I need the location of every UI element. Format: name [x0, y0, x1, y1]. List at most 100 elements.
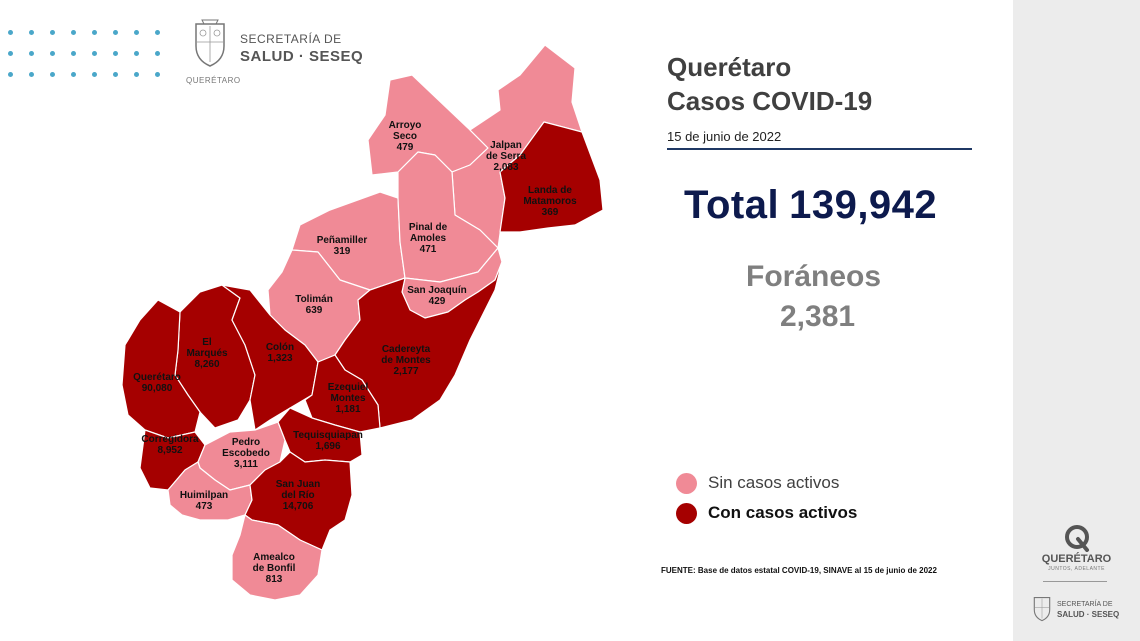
page-title: Querétaro [667, 52, 792, 82]
sidebar-brand: QUERÉTARO [1041, 553, 1112, 565]
total-value: 139,942 [789, 183, 938, 227]
municipality-label-sanjoaquin: San Joaquín 429 [407, 285, 466, 307]
queretaro-map: Arroyo Seco 479 Jalpan de Serra 2,083 Landa de… [121, 44, 604, 601]
municipality-cases: 369 [542, 207, 559, 218]
municipality-name: Colón [266, 342, 294, 353]
municipality-name: Cadereyta [382, 344, 431, 355]
municipality-name: Arroyo [389, 120, 422, 131]
municipality-name: Matamoros [523, 196, 577, 207]
municipality-tequis [277, 407, 363, 463]
municipality-cases: 473 [196, 501, 213, 512]
legend-label-active: Con casos activos [708, 503, 858, 522]
coat-of-arms-icon [195, 19, 225, 67]
seseq-logo: SECRETARÍA DE SALUD · SESEQ QUERÉTARO [186, 16, 376, 88]
municipality-landa [499, 121, 604, 233]
legend-swatch-inactive [676, 472, 697, 494]
municipality-cases: 639 [306, 305, 323, 316]
municipality-name: Seco [393, 131, 417, 142]
municipality-label-corregidora: Corregidora 8,952 [141, 434, 199, 456]
sidebar-seseq-line2: SALUD · SESEQ [1057, 610, 1120, 619]
municipality-name: San Juan [276, 479, 320, 490]
page-subtitle: Casos COVID-19 [667, 86, 873, 116]
municipality-label-colon: Colón 1,323 [266, 342, 294, 364]
municipality-cases: 14,706 [283, 501, 314, 512]
title-divider [667, 148, 972, 150]
municipality-cases: 1,696 [315, 441, 340, 452]
municipality-label-sanjuan: San Juan del Río 14,706 [276, 479, 320, 512]
legend-item-inactive: Sin casos activos [676, 468, 857, 498]
decorative-dot [71, 72, 76, 77]
decorative-dots [8, 30, 168, 80]
municipality-name: Amealco [253, 552, 295, 563]
municipality-name: Querétaro [133, 372, 181, 383]
municipality-label-cadereyta: Cadereyta de Montes 2,177 [381, 344, 431, 377]
municipality-name: Amoles [410, 233, 447, 244]
decorative-dot [8, 51, 13, 56]
municipality-cases: 2,083 [493, 162, 518, 173]
decorative-dot [29, 72, 34, 77]
decorative-dot [155, 51, 160, 56]
sidebar-tagline: JUNTOS, ADELANTE [1048, 566, 1105, 572]
municipality-name: Landa de [528, 185, 572, 196]
municipality-cases: 471 [420, 244, 437, 255]
municipality-label-ezequiel: Ezequiel Montes 1,181 [328, 382, 369, 415]
decorative-dot [29, 30, 34, 35]
municipality-cases: 3,111 [234, 459, 258, 470]
municipality-name: San Joaquín [407, 285, 466, 296]
decorative-dot [113, 30, 118, 35]
decorative-dot [134, 72, 139, 77]
municipality-label-elmarques: El Marqués 8,260 [186, 337, 228, 370]
decorative-dot [50, 51, 55, 56]
logo-line3: QUERÉTARO [186, 76, 241, 85]
foraneos-value: 2,381 [780, 300, 856, 333]
decorative-dot [29, 51, 34, 56]
municipality-name: Jalpan [490, 140, 522, 151]
decorative-dot [134, 30, 139, 35]
legend-item-active: Con casos activos [676, 498, 857, 528]
municipality-name: del Río [281, 490, 314, 501]
logo-line2: SALUD · SESEQ [240, 48, 364, 65]
sidebar-seseq-line1: SECRETARÍA DE [1057, 601, 1113, 608]
municipality-cases: 429 [429, 296, 446, 307]
total-label: Total [684, 183, 780, 227]
decorative-dot [92, 51, 97, 56]
municipality-label-toliman: Tolimán 639 [295, 294, 333, 316]
municipality-name: Pedro [232, 437, 260, 448]
coat-of-arms-small-icon [1033, 597, 1051, 622]
queretaro-q-icon [1065, 525, 1089, 552]
municipality-name: Ezequiel [328, 382, 369, 393]
decorative-dot [92, 30, 97, 35]
municipality-name: Pinal de [409, 222, 448, 233]
report-date: 15 de junio de 2022 [667, 129, 782, 144]
municipality-label-huimilpan: Huimilpan 473 [180, 490, 228, 512]
right-sidebar: QUERÉTARO JUNTOS, ADELANTE SECRETARÍA DE… [1013, 0, 1140, 641]
municipality-label-pedro: Pedro Escobedo 3,111 [222, 437, 270, 470]
decorative-dot [71, 51, 76, 56]
municipality-label-pinal: Pinal de Amoles 471 [409, 222, 448, 255]
municipality-name: Huimilpan [180, 490, 228, 501]
municipality-cases: 8,260 [194, 359, 219, 370]
decorative-dot [50, 30, 55, 35]
municipality-name: Tequisquiapan [293, 430, 363, 441]
municipality-label-penamiller: Peñamiller 319 [317, 235, 368, 257]
municipality-cases: 1,181 [335, 404, 360, 415]
municipality-label-arroyo: Arroyo Seco 479 [389, 120, 422, 153]
legend-swatch-active [676, 502, 697, 524]
sidebar-divider [1043, 581, 1107, 582]
municipality-name: Escobedo [222, 448, 270, 459]
decorative-dot [71, 30, 76, 35]
decorative-dot [50, 72, 55, 77]
municipality-cases: 319 [334, 246, 351, 257]
decorative-dot [155, 30, 160, 35]
municipality-cases: 90,080 [142, 383, 173, 394]
municipality-cases: 479 [397, 142, 414, 153]
municipality-name: Marqués [186, 348, 228, 359]
municipality-name: Tolimán [295, 294, 333, 305]
municipality-name: de Montes [381, 355, 431, 366]
decorative-dot [113, 72, 118, 77]
logo-line1: SECRETARÍA DE [240, 32, 342, 46]
decorative-dot [134, 51, 139, 56]
municipality-amealco [231, 514, 323, 601]
municipality-label-jalpan: Jalpan de Serra 2,083 [486, 140, 526, 173]
map-legend: Sin casos activos Con casos activos [676, 468, 857, 528]
